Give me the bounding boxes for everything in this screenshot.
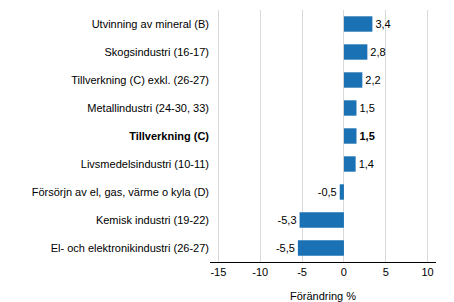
svg-text:Metallindustri (24-30, 33): Metallindustri (24-30, 33) (87, 102, 209, 114)
svg-text:Försörjn av el, gas, värme o k: Försörjn av el, gas, värme o kyla (D) (32, 186, 209, 198)
svg-text:0: 0 (341, 266, 347, 278)
svg-text:1,5: 1,5 (359, 102, 374, 114)
svg-text:-5,3: -5,3 (278, 214, 297, 226)
svg-text:Skogsindustri (16-17): Skogsindustri (16-17) (104, 46, 209, 58)
svg-text:3,4: 3,4 (375, 18, 390, 30)
svg-text:1,4: 1,4 (359, 158, 374, 170)
svg-text:Tillverkning (C): Tillverkning (C) (129, 130, 209, 142)
svg-text:1,5: 1,5 (359, 130, 374, 142)
svg-text:-5: -5 (297, 266, 307, 278)
svg-text:-15: -15 (210, 266, 226, 278)
svg-text:-0,5: -0,5 (318, 186, 337, 198)
svg-text:Tillverkning (C) exkl. (26-27): Tillverkning (C) exkl. (26-27) (71, 74, 209, 86)
svg-text:-10: -10 (252, 266, 268, 278)
svg-text:5: 5 (383, 266, 389, 278)
svg-text:2,8: 2,8 (370, 46, 385, 58)
svg-text:El- och elektronikindustri (26: El- och elektronikindustri (26-27) (51, 242, 209, 254)
svg-text:Livsmedelsindustri (10-11): Livsmedelsindustri (10-11) (81, 158, 209, 170)
svg-text:-5,5: -5,5 (276, 242, 295, 254)
svg-text:Utvinning av mineral (B): Utvinning av mineral (B) (92, 18, 209, 30)
svg-text:Kemisk industri (19-22): Kemisk industri (19-22) (96, 214, 209, 226)
svg-text:2,2: 2,2 (365, 74, 380, 86)
svg-text:10: 10 (422, 266, 434, 278)
svg-text:Förändring %: Förändring % (290, 290, 356, 302)
